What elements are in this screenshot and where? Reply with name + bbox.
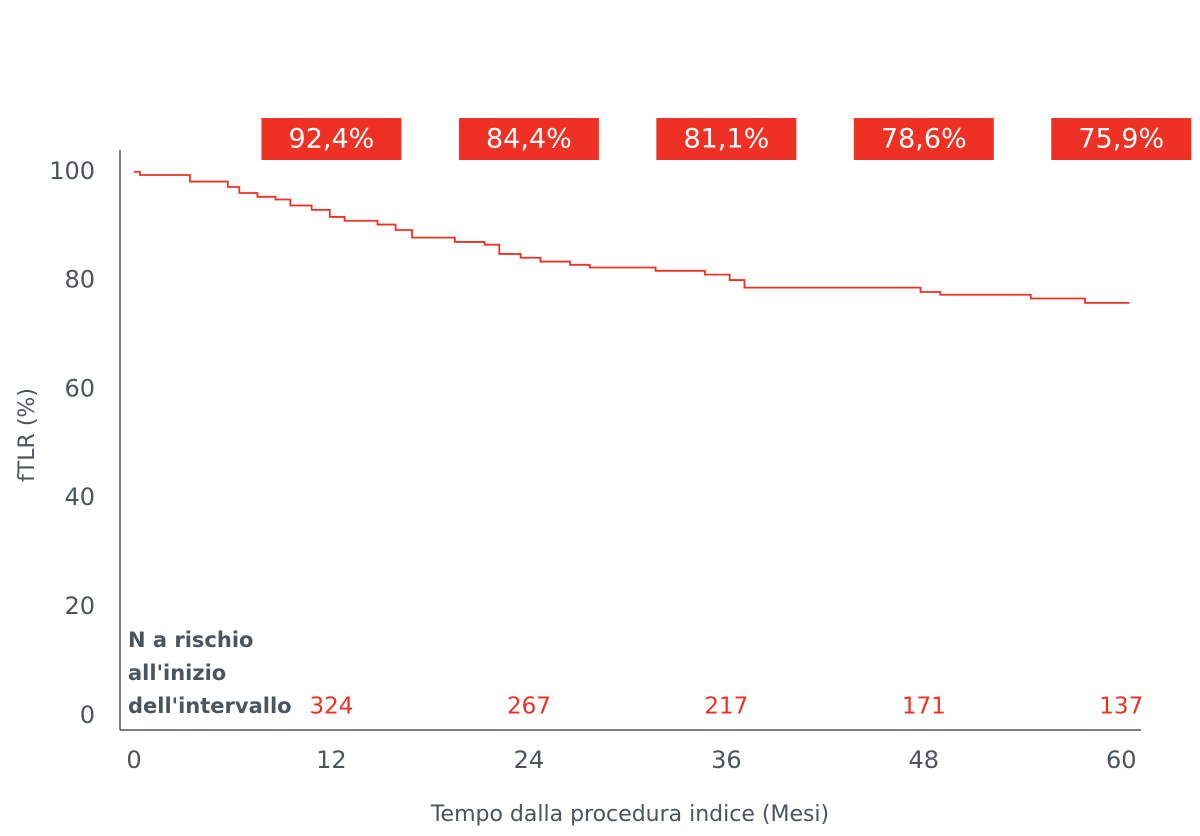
estimate-box <box>656 118 797 160</box>
survival-curve <box>133 170 1130 304</box>
at-risk-title: dell'intervallo <box>128 694 292 718</box>
at-risk-value: 217 <box>704 694 748 720</box>
y-tick-label: 60 <box>64 374 95 402</box>
estimate-label: 84,4% <box>486 124 572 155</box>
x-axis-label: Tempo dalla procedura indice (Mesi) <box>430 802 829 827</box>
estimate-box <box>458 118 599 160</box>
x-tick-label: 60 <box>1106 746 1137 774</box>
x-tick-label: 12 <box>316 746 347 774</box>
y-tick-label: 80 <box>64 266 95 294</box>
at-risk-value: 324 <box>309 694 353 720</box>
y-axis-label: fTLR (%) <box>15 388 40 482</box>
x-tick-label: 36 <box>711 746 742 774</box>
y-tick-label: 40 <box>64 483 95 511</box>
estimate-label: 92,4% <box>289 124 375 155</box>
x-tick-label: 24 <box>514 746 545 774</box>
x-tick-label: 0 <box>126 746 141 774</box>
at-risk-value: 137 <box>1099 694 1143 720</box>
y-tick-label: 20 <box>64 592 95 620</box>
at-risk-value: 171 <box>902 694 946 720</box>
estimate-label: 81,1% <box>683 124 769 155</box>
estimate-box <box>853 118 994 160</box>
at-risk-title: N a rischio <box>128 628 253 652</box>
estimate-box <box>261 118 402 160</box>
y-tick-label: 100 <box>49 157 95 185</box>
at-risk-title: all'inizio <box>128 661 226 685</box>
estimate-label: 78,6% <box>881 124 967 155</box>
at-risk-value: 267 <box>507 694 551 720</box>
estimate-label: 75,9% <box>1078 124 1164 155</box>
y-tick-label: 0 <box>80 701 95 729</box>
x-tick-label: 48 <box>909 746 940 774</box>
estimate-box <box>1051 118 1192 160</box>
